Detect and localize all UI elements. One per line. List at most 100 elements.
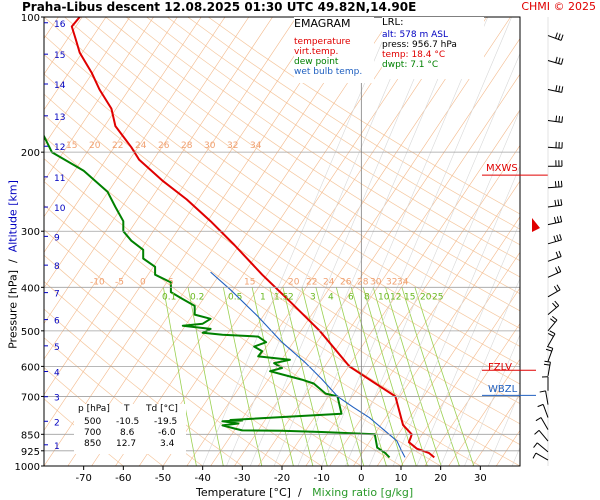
- altitude-tick-label: 12: [54, 143, 65, 153]
- y-tick-label: 300: [21, 227, 40, 238]
- isotherm-guide-line: [44, 17, 321, 431]
- wind-barb-staff: [547, 221, 562, 226]
- mixing-ratio-label: 20: [420, 292, 432, 302]
- y-tick-label: 700: [21, 392, 40, 403]
- isotherm-guide-line: [44, 17, 131, 146]
- altitude-tick-label: 8: [54, 262, 60, 272]
- moist-adiabat-line: [345, 52, 520, 466]
- wind-barb-flag: [557, 266, 562, 272]
- wind-barb: [535, 417, 549, 430]
- x-axis-temp-label: Temperature [°C]: [196, 486, 291, 499]
- wind-barb-staff: [547, 186, 563, 189]
- wind-barb-flag: [534, 429, 540, 435]
- wind-barb: [547, 141, 563, 149]
- plot-area: [44, 17, 600, 466]
- wind-barb-staff: [540, 417, 549, 430]
- isotherm-guide-line: [67, 17, 369, 466]
- x-tick-label: 10: [395, 473, 408, 484]
- series-line-temperature: [70, 17, 435, 459]
- x-tick-label: -40: [194, 473, 210, 484]
- y-tick-label: 200: [21, 148, 40, 159]
- wind-barb-flag: [555, 85, 558, 92]
- wind-barb-staff: [547, 362, 551, 376]
- dry-adiabat-line: [44, 54, 520, 385]
- wind-barb-flag: [558, 57, 561, 64]
- isotherm-guide-line: [400, 287, 520, 466]
- wind-barb: [539, 390, 549, 405]
- isotherm-guide-line: [281, 109, 520, 466]
- isotherm-guide-line: [376, 251, 520, 466]
- wind-barb-flag: [539, 390, 546, 393]
- altitude-tick-label: 1: [54, 442, 60, 452]
- wind-barb: [545, 345, 554, 362]
- wind-barb: [547, 199, 563, 208]
- wind-barb-staff: [547, 256, 562, 262]
- mixing-ratio-line: [414, 287, 475, 466]
- altitude-tick-label: 5: [54, 343, 60, 353]
- mixing-ratio-label: 6: [348, 292, 354, 302]
- isotherm-label: 22: [306, 277, 317, 287]
- lrl-temperature: temp: 18.4 °C: [382, 50, 446, 60]
- table-row: 500 -10.5 -19.5: [74, 417, 186, 428]
- altitude-tick-label: 10: [54, 204, 66, 214]
- dry-adiabat-line: [44, 73, 520, 405]
- table-row: 850 12.7 3.4: [74, 439, 186, 450]
- wind-barb-flag: [558, 85, 561, 92]
- table-header-td: Td [°C]: [146, 404, 178, 414]
- mixing-ratio-label: 0.2: [190, 292, 204, 302]
- wind-barb-staff: [547, 119, 562, 123]
- dry-adiabat-line: [44, 254, 322, 466]
- table-cell-p: 700: [84, 428, 102, 438]
- wind-barb-staff: [547, 289, 561, 298]
- wind-barb-flag: [557, 180, 560, 187]
- moist-adiabat-line: [487, 390, 520, 466]
- wind-barb: [547, 315, 558, 332]
- isotherm-guide-line: [115, 17, 416, 466]
- mixing-ratio-label: 0.5: [228, 292, 242, 302]
- wind-barb-flag: [554, 267, 559, 274]
- table-cell-td: -19.5: [154, 417, 178, 427]
- series-line-dew-point: [44, 133, 391, 459]
- y-tick-label: 1000: [15, 462, 40, 473]
- isotherm-guide-line: [44, 17, 250, 325]
- y-axis-title: Pressure [hPa] / Altitude [km]: [7, 180, 20, 350]
- isotherm-label: 28: [181, 141, 193, 151]
- isotherm-label: 34: [397, 277, 409, 287]
- legend-item-dew-point: dew point: [294, 57, 339, 67]
- wind-barb-flag: [555, 56, 558, 63]
- isotherm-label: -10: [90, 277, 105, 287]
- wind-barb-flag: [556, 284, 561, 291]
- x-tick-label: -60: [115, 473, 131, 484]
- isotherm-label: 15: [244, 277, 255, 287]
- dry-adiabat-line: [44, 281, 283, 466]
- dry-adiabat-line: [64, 17, 520, 329]
- fzlv-label: FZLV: [488, 362, 512, 373]
- isotherm-label: 24: [135, 141, 147, 151]
- x-tick-label: 0: [358, 473, 364, 484]
- wind-barb-staff: [547, 319, 558, 332]
- x-tick-label: -30: [234, 473, 250, 484]
- table-cell-p: 850: [84, 439, 102, 449]
- copyright-label: CHMI © 2025: [521, 0, 596, 13]
- wind-barb-flag: [553, 285, 558, 292]
- isotherm-guide-line: [91, 17, 392, 466]
- wind-barb-staff: [536, 442, 549, 453]
- dry-adiabat-line: [44, 17, 520, 347]
- mixing-ratio-label: 2: [288, 292, 294, 302]
- wind-barb: [547, 180, 563, 189]
- wind-barb: [547, 234, 562, 245]
- wind-barb-flag: [561, 86, 564, 93]
- x-tick-label: -50: [155, 473, 171, 484]
- lrl-altitude: alt: 578 m ASL: [382, 30, 448, 40]
- dry-adiabat-line: [44, 93, 520, 425]
- wind-barb-flag: [554, 300, 560, 306]
- wind-barb-flag: [556, 216, 560, 223]
- wind-barb: [547, 56, 564, 65]
- wind-barb: [547, 300, 560, 315]
- wind-barb-staff: [547, 60, 562, 65]
- wind-barb-flag: [552, 302, 557, 308]
- isotherm-guide-line: [591, 17, 600, 466]
- wind-barb-flag: [560, 34, 564, 41]
